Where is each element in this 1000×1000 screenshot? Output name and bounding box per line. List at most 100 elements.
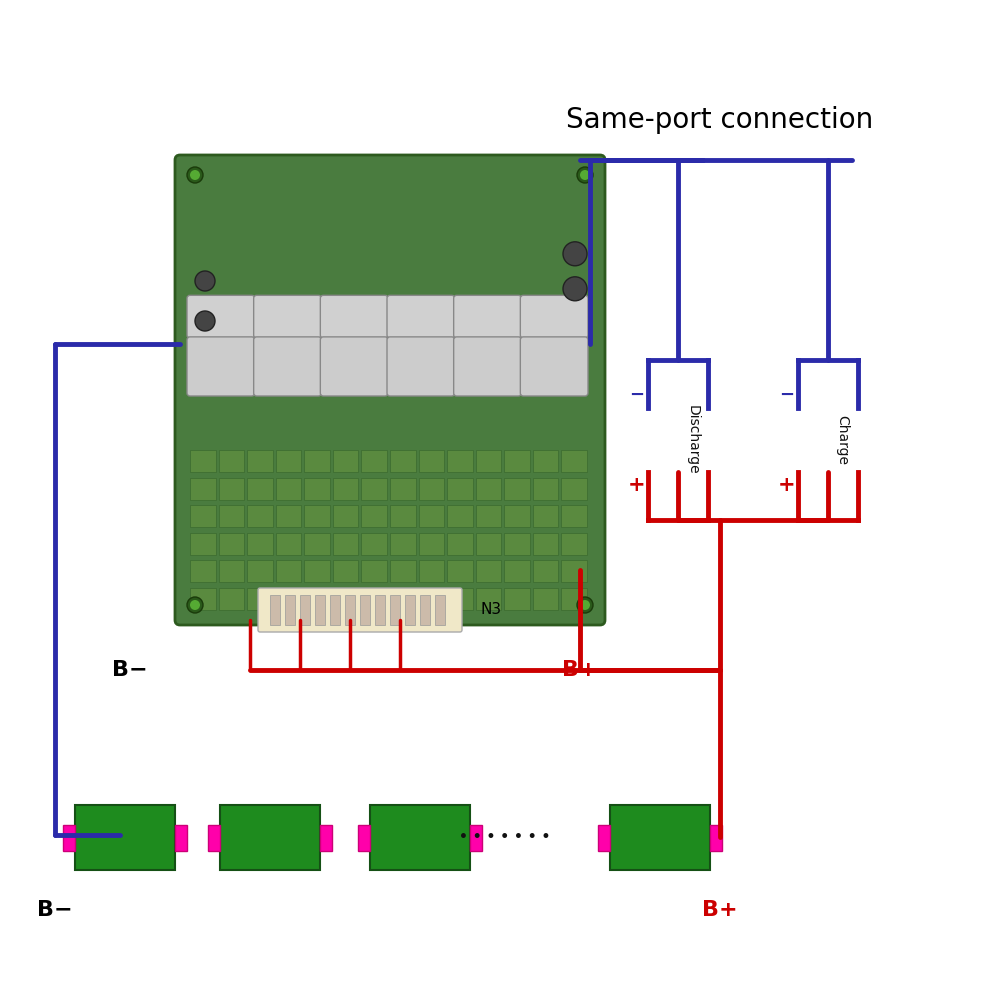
- FancyBboxPatch shape: [258, 588, 462, 632]
- Bar: [276, 533, 301, 555]
- Bar: [390, 505, 416, 527]
- Bar: [190, 588, 216, 610]
- Bar: [333, 505, 358, 527]
- Bar: [533, 505, 558, 527]
- Circle shape: [190, 600, 200, 610]
- Bar: [63, 824, 75, 850]
- Bar: [476, 560, 501, 582]
- Text: Discharge: Discharge: [686, 405, 700, 475]
- Bar: [276, 505, 301, 527]
- Text: +: +: [777, 475, 795, 495]
- Bar: [219, 533, 244, 555]
- Bar: [390, 588, 416, 610]
- Bar: [447, 450, 473, 472]
- Bar: [504, 588, 530, 610]
- FancyBboxPatch shape: [454, 295, 521, 338]
- Bar: [276, 588, 301, 610]
- Bar: [315, 595, 325, 625]
- Bar: [447, 478, 473, 500]
- Bar: [419, 450, 444, 472]
- Bar: [561, 505, 587, 527]
- Bar: [476, 478, 501, 500]
- Circle shape: [187, 597, 203, 613]
- Bar: [304, 450, 330, 472]
- Bar: [419, 478, 444, 500]
- Bar: [247, 588, 273, 610]
- Bar: [561, 533, 587, 555]
- Bar: [247, 478, 273, 500]
- Circle shape: [187, 167, 203, 183]
- Bar: [276, 450, 301, 472]
- Bar: [419, 505, 444, 527]
- Bar: [533, 560, 558, 582]
- Text: −: −: [779, 386, 794, 404]
- Bar: [320, 824, 332, 850]
- Circle shape: [195, 271, 215, 291]
- Circle shape: [563, 277, 587, 301]
- Bar: [390, 533, 416, 555]
- Bar: [390, 450, 416, 472]
- Bar: [219, 478, 244, 500]
- Text: B+: B+: [702, 900, 738, 920]
- Bar: [285, 595, 295, 625]
- Circle shape: [577, 167, 593, 183]
- Bar: [247, 505, 273, 527]
- Bar: [219, 450, 244, 472]
- Bar: [333, 533, 358, 555]
- Bar: [333, 478, 358, 500]
- FancyBboxPatch shape: [520, 337, 588, 396]
- Bar: [504, 450, 530, 472]
- Bar: [447, 560, 473, 582]
- FancyBboxPatch shape: [520, 295, 588, 338]
- Bar: [610, 805, 710, 870]
- Bar: [405, 595, 415, 625]
- Text: −: −: [629, 386, 644, 404]
- Bar: [390, 478, 416, 500]
- Bar: [300, 595, 310, 625]
- Circle shape: [577, 597, 593, 613]
- Circle shape: [580, 600, 590, 610]
- Bar: [304, 560, 330, 582]
- Bar: [175, 824, 187, 850]
- Text: Same-port connection: Same-port connection: [566, 106, 874, 134]
- Bar: [533, 478, 558, 500]
- Bar: [533, 588, 558, 610]
- Bar: [390, 560, 416, 582]
- Bar: [361, 588, 387, 610]
- Bar: [219, 505, 244, 527]
- Bar: [361, 505, 387, 527]
- Bar: [419, 560, 444, 582]
- Bar: [435, 595, 445, 625]
- Bar: [361, 450, 387, 472]
- FancyBboxPatch shape: [254, 337, 321, 396]
- Bar: [270, 595, 280, 625]
- Bar: [390, 595, 400, 625]
- Bar: [219, 560, 244, 582]
- Bar: [598, 824, 610, 850]
- Bar: [476, 450, 501, 472]
- Bar: [345, 595, 355, 625]
- FancyBboxPatch shape: [320, 337, 388, 396]
- Bar: [504, 560, 530, 582]
- Bar: [476, 588, 501, 610]
- Bar: [304, 533, 330, 555]
- Text: B+: B+: [562, 660, 598, 680]
- FancyBboxPatch shape: [254, 295, 321, 338]
- FancyBboxPatch shape: [187, 295, 255, 338]
- Bar: [447, 588, 473, 610]
- Text: Charge: Charge: [836, 415, 850, 465]
- Bar: [504, 533, 530, 555]
- Text: B−: B−: [112, 660, 148, 680]
- Bar: [75, 805, 175, 870]
- Bar: [375, 595, 385, 625]
- Bar: [504, 478, 530, 500]
- Bar: [219, 588, 244, 610]
- FancyBboxPatch shape: [175, 155, 605, 625]
- Bar: [220, 805, 320, 870]
- Bar: [420, 595, 430, 625]
- Text: • • • • • • •: • • • • • • •: [459, 830, 551, 844]
- Bar: [247, 560, 273, 582]
- Bar: [333, 450, 358, 472]
- Bar: [333, 560, 358, 582]
- Circle shape: [195, 311, 215, 331]
